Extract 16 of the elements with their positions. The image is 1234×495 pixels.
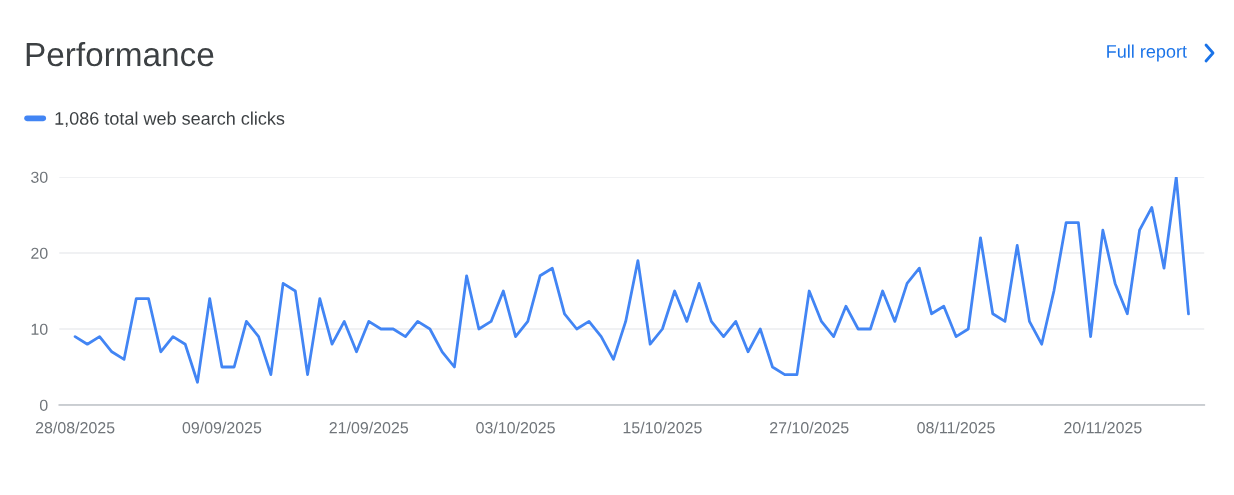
x-tick-label: 20/11/2025 — [1064, 421, 1142, 434]
text: Full report — [1107, 44, 1187, 62]
y-tick-label: 20 — [31, 247, 48, 259]
y-tick-label: 30 — [31, 171, 48, 183]
x-tick-label: 03/10/2025 — [476, 421, 555, 434]
x-tick-label: 21/09/2025 — [329, 421, 409, 434]
x-tick-label: 27/10/2025 — [770, 421, 849, 434]
line-series — [73, 177, 1190, 384]
y-tick-label: 0 — [39, 399, 48, 411]
legend-label: 1,086 total web search clicks — [55, 111, 285, 127]
x-tick-label: 09/09/2025 — [182, 421, 262, 434]
x-tick-label: 15/10/2025 — [623, 421, 702, 434]
x-tick-label: 08/11/2025 — [917, 421, 995, 434]
x-tick-label: 28/08/2025 — [35, 421, 115, 434]
y-tick-label: 10 — [31, 323, 48, 335]
chart-title: Performance — [26, 41, 214, 67]
